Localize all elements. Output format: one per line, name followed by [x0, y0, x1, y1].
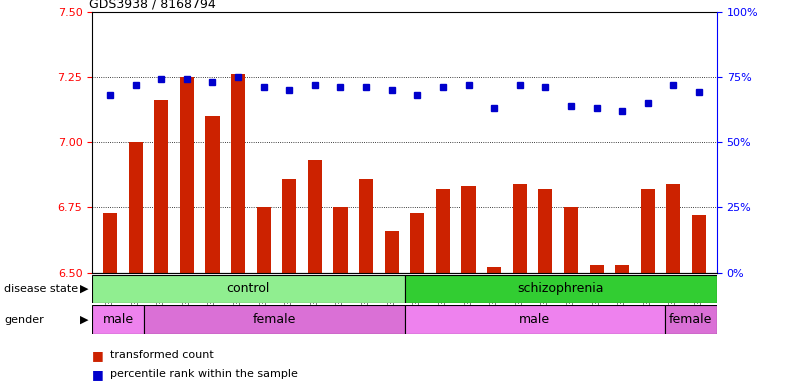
- Text: male: male: [103, 313, 134, 326]
- Bar: [205, 116, 219, 273]
- Bar: [333, 207, 348, 273]
- Text: ■: ■: [92, 368, 104, 381]
- Bar: [129, 142, 143, 273]
- Text: disease state: disease state: [4, 284, 78, 294]
- Bar: [665, 305, 717, 334]
- Text: ▶: ▶: [80, 284, 89, 294]
- Bar: [487, 267, 501, 273]
- Bar: [538, 189, 553, 273]
- Bar: [564, 207, 578, 273]
- Bar: [692, 215, 706, 273]
- Bar: [405, 305, 665, 334]
- Bar: [590, 265, 604, 273]
- Bar: [641, 189, 654, 273]
- Text: ■: ■: [92, 349, 104, 362]
- Bar: [410, 213, 425, 273]
- Bar: [405, 275, 717, 303]
- Bar: [92, 275, 405, 303]
- Bar: [179, 77, 194, 273]
- Bar: [461, 187, 476, 273]
- Bar: [359, 179, 373, 273]
- Text: ▶: ▶: [80, 314, 89, 325]
- Text: female: female: [252, 313, 296, 326]
- Bar: [144, 305, 405, 334]
- Bar: [92, 305, 144, 334]
- Text: schizophrenia: schizophrenia: [517, 283, 604, 295]
- Text: male: male: [519, 313, 550, 326]
- Bar: [155, 100, 168, 273]
- Text: GDS3938 / 8168794: GDS3938 / 8168794: [89, 0, 215, 10]
- Bar: [384, 231, 399, 273]
- Bar: [615, 265, 630, 273]
- Bar: [666, 184, 680, 273]
- Bar: [513, 184, 527, 273]
- Bar: [231, 74, 245, 273]
- Bar: [103, 213, 117, 273]
- Bar: [436, 189, 450, 273]
- Text: percentile rank within the sample: percentile rank within the sample: [110, 369, 298, 379]
- Text: transformed count: transformed count: [110, 350, 214, 360]
- Bar: [282, 179, 296, 273]
- Bar: [308, 161, 322, 273]
- Text: gender: gender: [4, 314, 44, 325]
- Text: female: female: [669, 313, 713, 326]
- Bar: [256, 207, 271, 273]
- Text: control: control: [227, 283, 270, 295]
